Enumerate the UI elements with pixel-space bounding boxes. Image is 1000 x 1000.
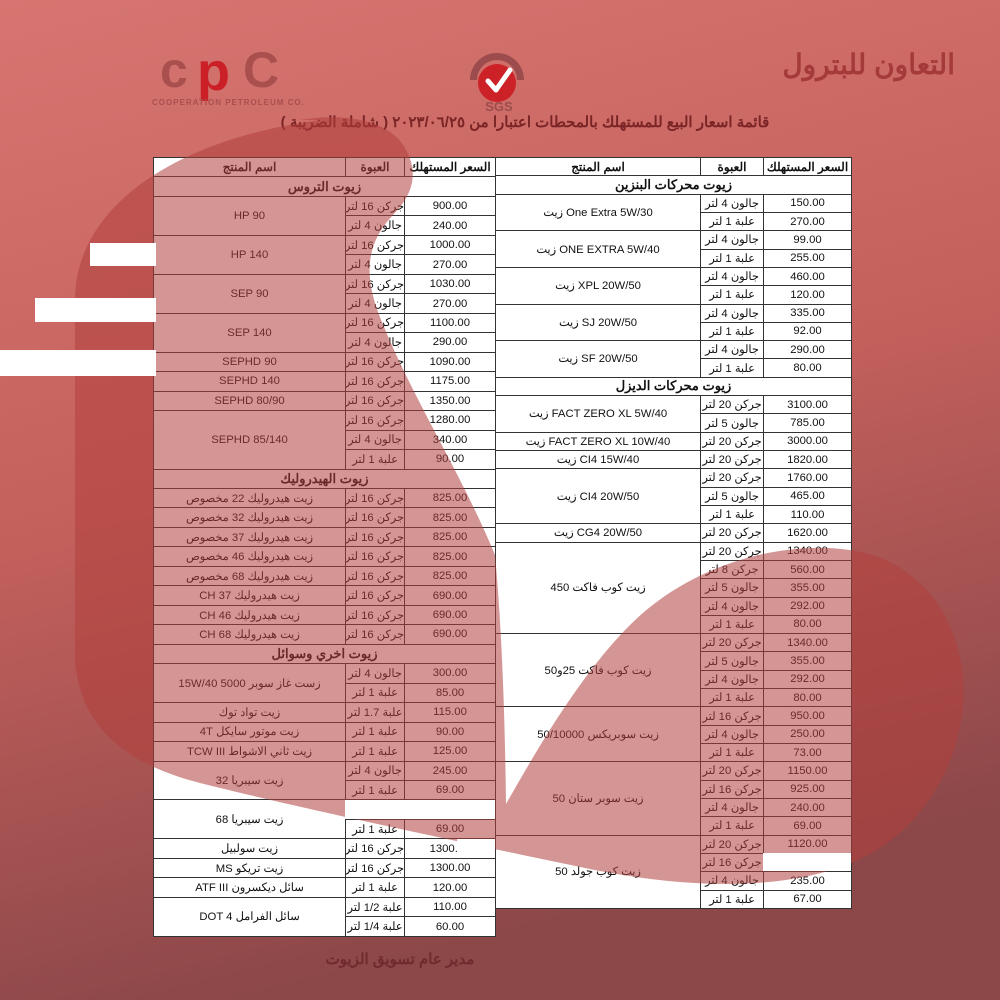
svg-text:c: c xyxy=(160,42,188,98)
svg-text:SGS: SGS xyxy=(485,99,513,114)
svg-text:p: p xyxy=(197,42,230,102)
svg-text:C: C xyxy=(243,42,279,98)
